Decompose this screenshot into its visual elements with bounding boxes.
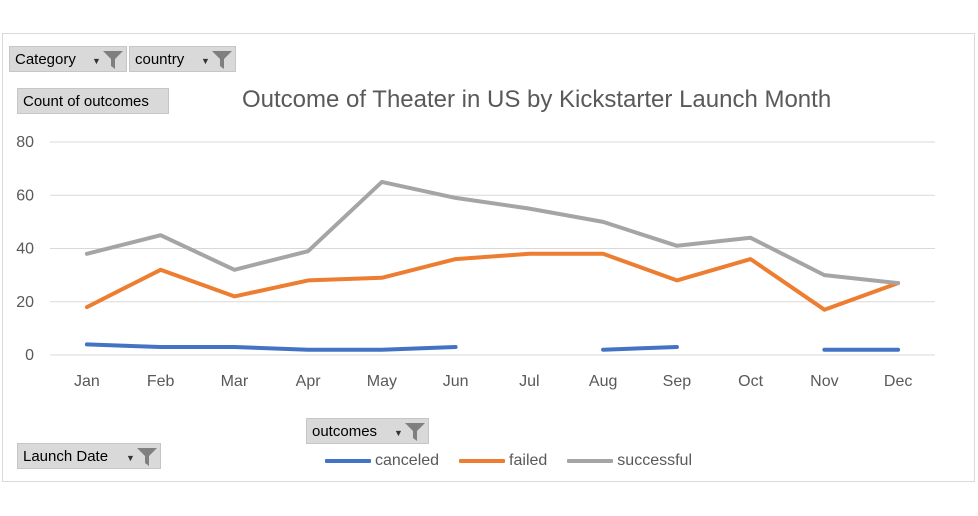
legend-item-canceled: canceled: [325, 452, 439, 470]
y-tick-label: 80: [16, 134, 34, 151]
legend-swatch: [325, 459, 371, 463]
x-tick-label: Jun: [443, 373, 469, 390]
legend-swatch: [459, 459, 506, 463]
x-tick-label: Oct: [738, 373, 763, 390]
x-tick-label: Apr: [296, 373, 322, 390]
x-tick-label: Jan: [74, 373, 100, 390]
y-tick-label: 40: [16, 241, 34, 258]
legend-label: failed: [509, 452, 548, 469]
dropdown-arrow-icon: ▼: [92, 56, 101, 66]
x-tick-label: Nov: [810, 373, 838, 390]
filter-funnel-icon: [137, 448, 157, 466]
y-tick-label: 60: [16, 187, 34, 204]
launch-date-filter-label: Launch Date: [23, 447, 109, 465]
x-tick-label: Mar: [221, 373, 249, 390]
series-line-canceled: [601, 345, 679, 352]
filter-funnel-icon: [103, 51, 123, 69]
x-tick-label: Sep: [663, 373, 692, 390]
category-filter-button[interactable]: Category ▼: [9, 46, 127, 72]
x-tick-label: Dec: [884, 373, 912, 390]
series-line-canceled: [84, 342, 458, 352]
filter-funnel-icon: [405, 423, 425, 441]
launch-date-filter-button[interactable]: Launch Date ▼: [17, 443, 161, 469]
chart-title: Outcome of Theater in US by Kickstarter …: [242, 86, 832, 113]
x-tick-label: Aug: [589, 373, 617, 390]
count-of-outcomes-label: Count of outcomes: [23, 92, 149, 110]
dropdown-arrow-icon: ▼: [201, 56, 210, 66]
dropdown-arrow-icon: ▼: [394, 428, 403, 438]
x-tick-label: May: [367, 373, 397, 390]
category-filter-label: Category: [15, 50, 76, 68]
x-tick-label: Jul: [519, 373, 539, 390]
count-of-outcomes-field-button[interactable]: Count of outcomes: [17, 88, 169, 114]
outcomes-filter-button[interactable]: outcomes ▼: [306, 418, 429, 444]
legend-swatch: [567, 459, 614, 463]
legend-item-failed: failed: [459, 452, 547, 470]
chart-legend: canceled failed successful: [325, 452, 712, 470]
x-tick-label: Feb: [147, 373, 175, 390]
outcomes-filter-label: outcomes: [312, 422, 378, 440]
legend-label: canceled: [375, 452, 440, 469]
country-filter-label: country: [135, 50, 185, 68]
legend-label: successful: [617, 452, 692, 469]
y-tick-label: 0: [25, 347, 34, 364]
y-tick-label: 20: [16, 294, 34, 311]
dropdown-arrow-icon: ▼: [126, 453, 135, 463]
country-filter-button[interactable]: country ▼: [129, 46, 236, 72]
legend-item-successful: successful: [567, 452, 692, 470]
series-line-successful: [84, 179, 901, 286]
filter-funnel-icon: [212, 51, 232, 69]
series-line-failed: [84, 251, 901, 312]
